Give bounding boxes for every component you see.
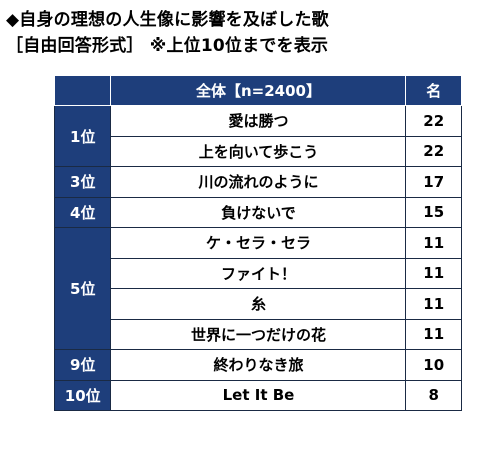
rank-cell: 3位 — [53, 166, 112, 198]
header-rank-blank — [53, 75, 112, 106]
song-title-cell: Let It Be — [110, 379, 407, 411]
count-cell: 11 — [405, 227, 462, 259]
rank-cell: 10位 — [53, 379, 112, 411]
table-row: ファイト！ 11 — [55, 257, 462, 289]
song-title-cell: 終わりなき旅 — [110, 349, 407, 381]
count-cell: 11 — [405, 318, 462, 350]
count-cell: 15 — [405, 196, 462, 228]
ranking-table: 全体【n=2400】 名 1位 愛は勝つ 22 上を向いて歩こう 22 3位 川の流れのよう… — [53, 75, 462, 411]
table-row: 3位 川の流れのように 17 — [53, 166, 462, 198]
table-row: 世界に一つだけの花 11 — [55, 318, 462, 350]
count-cell: 8 — [405, 379, 462, 411]
count-cell: 22 — [405, 135, 462, 167]
song-title-cell: 糸 — [110, 288, 407, 320]
table-row: 9位 終わりなき旅 10 — [53, 349, 462, 381]
rank-cell: 5位 — [53, 227, 112, 350]
song-title-cell: 川の流れのように — [110, 166, 407, 198]
song-title-cell: ファイト！ — [110, 257, 407, 289]
table-row: 10位 Let It Be 8 — [53, 379, 462, 411]
table-row: 5位 ケ・セラ・セラ 11 — [53, 227, 462, 350]
song-title-cell: 世界に一つだけの花 — [110, 318, 407, 350]
header-song: 全体【n=2400】 — [110, 75, 407, 106]
table-header-row: 全体【n=2400】 名 — [53, 75, 462, 106]
song-title-cell: 上を向いて歩こう — [110, 135, 407, 167]
table-row: 上を向いて歩こう 22 — [55, 135, 462, 167]
table-row: 糸 11 — [55, 288, 462, 320]
rank-cell: 4位 — [53, 196, 112, 228]
count-cell: 22 — [405, 105, 462, 137]
count-cell: 17 — [405, 166, 462, 198]
count-cell: 10 — [405, 349, 462, 381]
page-title: ◆自身の理想の人生像に影響を及ぼした歌 — [6, 10, 329, 30]
header-count: 名 — [405, 75, 462, 106]
ranking-body: 1位 愛は勝つ 22 上を向いて歩こう 22 3位 川の流れのように 17 4位 負けないで 15 5… — [53, 105, 462, 411]
page-subtitle: ［自由回答形式］ ※上位10位までを表示 — [6, 36, 329, 56]
rank-cell: 9位 — [53, 349, 112, 381]
table-row: 1位 愛は勝つ 22 — [53, 105, 462, 167]
table-row: 4位 負けないで 15 — [53, 196, 462, 228]
song-title-cell: 愛は勝つ — [110, 105, 407, 137]
song-title-cell: ケ・セラ・セラ — [110, 227, 407, 259]
count-cell: 11 — [405, 257, 462, 289]
song-title-cell: 負けないで — [110, 196, 407, 228]
rank-cell: 1位 — [53, 105, 112, 167]
count-cell: 11 — [405, 288, 462, 320]
